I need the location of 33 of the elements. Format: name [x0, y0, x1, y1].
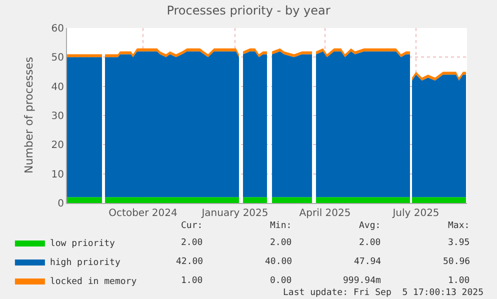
text: 1.00 [448, 276, 470, 286]
text: 2.00 [359, 238, 381, 248]
text: Max: [448, 221, 470, 231]
text: 40.00 [265, 257, 292, 267]
text: 47.94 [354, 257, 382, 267]
text: Avg: [359, 221, 381, 231]
y-tick-label: 0 [58, 198, 64, 210]
x-tick-label: July 2025 [392, 208, 440, 219]
text: 50.96 [443, 257, 470, 267]
x-tick-label: October 2024 [108, 208, 178, 219]
y-tick-label: 20 [51, 140, 64, 152]
text: Cur: [181, 221, 203, 231]
y-tick-label: 10 [51, 169, 64, 180]
text: 0.00 [270, 276, 292, 286]
x-tick-label: April 2025 [299, 208, 351, 219]
y-tick-label: 30 [51, 111, 64, 122]
legend-label: high priority [50, 258, 121, 268]
y-tick-label: 40 [51, 82, 64, 93]
text: Last update: Fri Sep 5 17:00:13 2025 [283, 288, 484, 298]
y-tick-label: 50 [51, 52, 64, 64]
legend-label: low priority [50, 239, 116, 250]
y-tick-label: 60 [51, 24, 64, 34]
text: 1.00 [181, 276, 203, 286]
legend-label: locked in memory [50, 277, 138, 288]
text: Min: [270, 221, 292, 231]
text: 42.00 [176, 257, 204, 267]
y-axis-title: Number of processes [22, 56, 36, 174]
text: 2.00 [181, 238, 203, 248]
text: 999.94m [343, 276, 381, 286]
text: 3.95 [448, 238, 470, 248]
x-tick-label: January 2025 [200, 208, 268, 219]
text: 2.00 [270, 238, 292, 248]
chart-title: Processes priority - by year [166, 3, 330, 18]
